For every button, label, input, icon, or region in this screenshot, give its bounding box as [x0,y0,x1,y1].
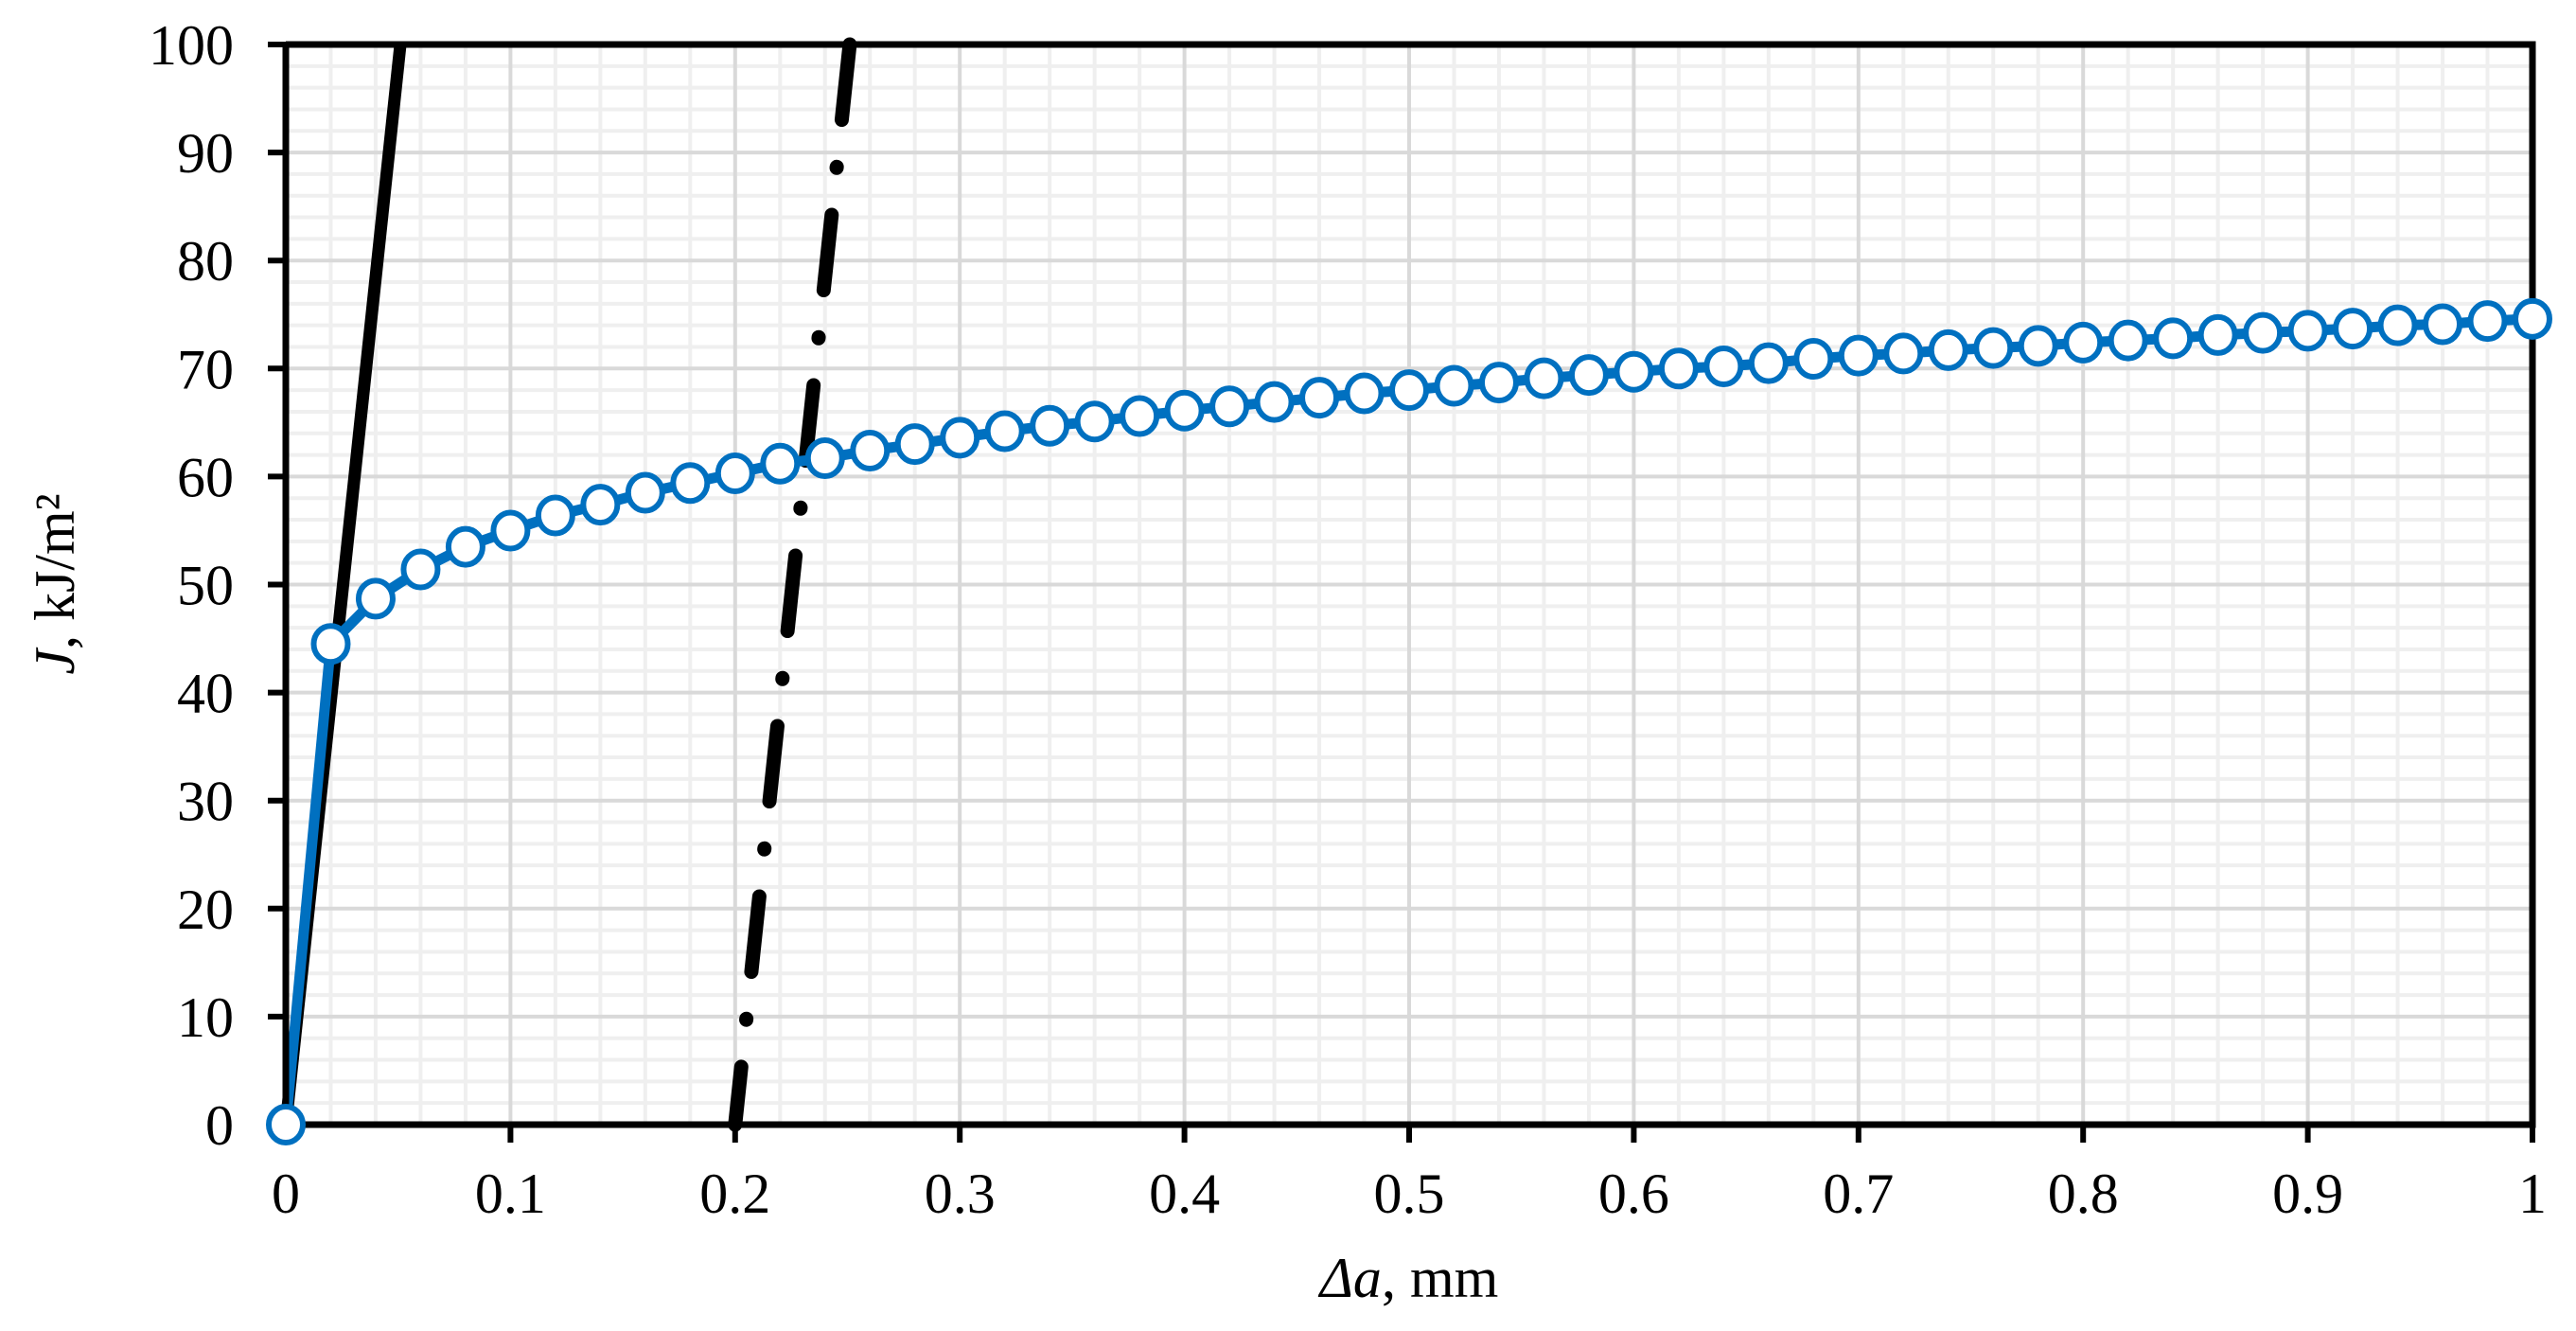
data-point-marker [1614,350,1654,393]
data-point-marker [2377,304,2418,346]
data-point-marker [2423,303,2463,346]
x-tick-label: 0.7 [1823,1162,1894,1225]
data-point-marker [2513,297,2552,340]
data-point-marker [1703,346,1744,388]
x-tick-label: 0.2 [699,1162,770,1225]
data-point-marker [1568,354,1609,397]
data-point-marker [1299,377,1340,419]
data-point-marker [2108,319,2148,362]
data-point-marker [2153,317,2194,360]
data-point-marker [1793,338,1834,381]
x-tick-label: 0.9 [2272,1162,2343,1225]
y-tick-label: 100 [149,14,234,77]
data-point-marker [984,410,1025,453]
data-point-marker [625,471,665,514]
y-tick-label: 0 [205,1094,234,1157]
x-tick-label: 0.4 [1149,1162,1220,1225]
y-tick-label: 60 [177,446,234,508]
x-tick-label: 0.3 [925,1162,996,1225]
y-axis-symbol: J [24,648,86,675]
y-tick-label: 70 [177,338,234,400]
data-point-marker [1254,381,1295,423]
offset-line-dash-dot [728,37,857,1132]
data-point-marker [1658,347,1699,390]
data-point-marker [355,577,396,620]
data-point-marker [2063,321,2104,364]
data-point-marker [400,548,441,591]
data-point-marker [2333,308,2373,350]
y-tick-label: 20 [177,878,234,941]
data-point-marker [445,525,485,568]
data-point-marker [1748,342,1789,384]
x-axis-ticks: 0 0.1 0.2 0.3 0.4 0.5 0.6 0.7 0.8 0.9 1 [272,1125,2547,1225]
data-point-marker [266,1104,306,1145]
data-point-marker [1344,372,1385,415]
data-point-marker [1030,404,1070,447]
data-point-marker [2197,313,2238,356]
major-gridlines [286,44,2532,1125]
data-point-marker [804,437,845,480]
data-point-marker [1164,389,1205,432]
data-point-marker [715,452,755,494]
data-point-marker [1074,400,1115,443]
x-tick-label: 0.8 [2048,1162,2119,1225]
data-point-marker [535,494,575,537]
data-point-marker [2243,311,2284,354]
data-point-marker [850,430,891,472]
x-axis-title: Δa, mm [1318,1247,1499,1309]
data-point-marker [2018,325,2058,367]
data-point-marker [1478,362,1519,404]
data-point-marker [1973,327,2014,369]
y-axis-ticks: 0 10 20 30 40 50 60 70 80 90 100 [149,14,286,1157]
data-point-marker [1120,395,1160,437]
y-axis-unit: , kJ/m² [24,493,86,649]
data-point-marker [2467,300,2508,343]
data-point-marker [1434,364,1474,407]
data-point-marker [490,509,531,552]
data-point-marker [1883,332,1924,375]
y-axis-title: J, kJ/m² [24,493,86,674]
x-axis-symbol: Δa [1318,1247,1382,1309]
data-point-marker [2287,310,2328,352]
x-tick-label: 1 [2518,1162,2547,1225]
y-tick-label: 10 [177,986,234,1049]
y-tick-label: 30 [177,771,234,833]
y-tick-label: 50 [177,555,234,617]
y-tick-label: 80 [177,230,234,293]
data-point-marker [760,442,801,485]
x-tick-label: 0.6 [1598,1162,1669,1225]
data-point-marker [894,423,935,466]
data-point-marker [940,417,980,459]
data-point-marker [580,484,621,526]
data-point-marker [1928,328,1968,371]
data-point-marker [1838,334,1879,377]
y-tick-label: 90 [177,122,234,185]
data-point-marker [1524,357,1564,399]
x-tick-label: 0 [272,1162,300,1225]
x-axis-unit: , mm [1382,1247,1498,1309]
x-tick-label: 0.1 [475,1162,546,1225]
j-r-curve-markers [266,297,2552,1145]
data-point-marker [310,623,351,666]
data-point-marker [670,462,711,505]
y-tick-label: 40 [177,663,234,725]
x-tick-label: 0.5 [1374,1162,1445,1225]
data-point-marker [1389,369,1429,412]
data-point-marker [1209,385,1250,428]
